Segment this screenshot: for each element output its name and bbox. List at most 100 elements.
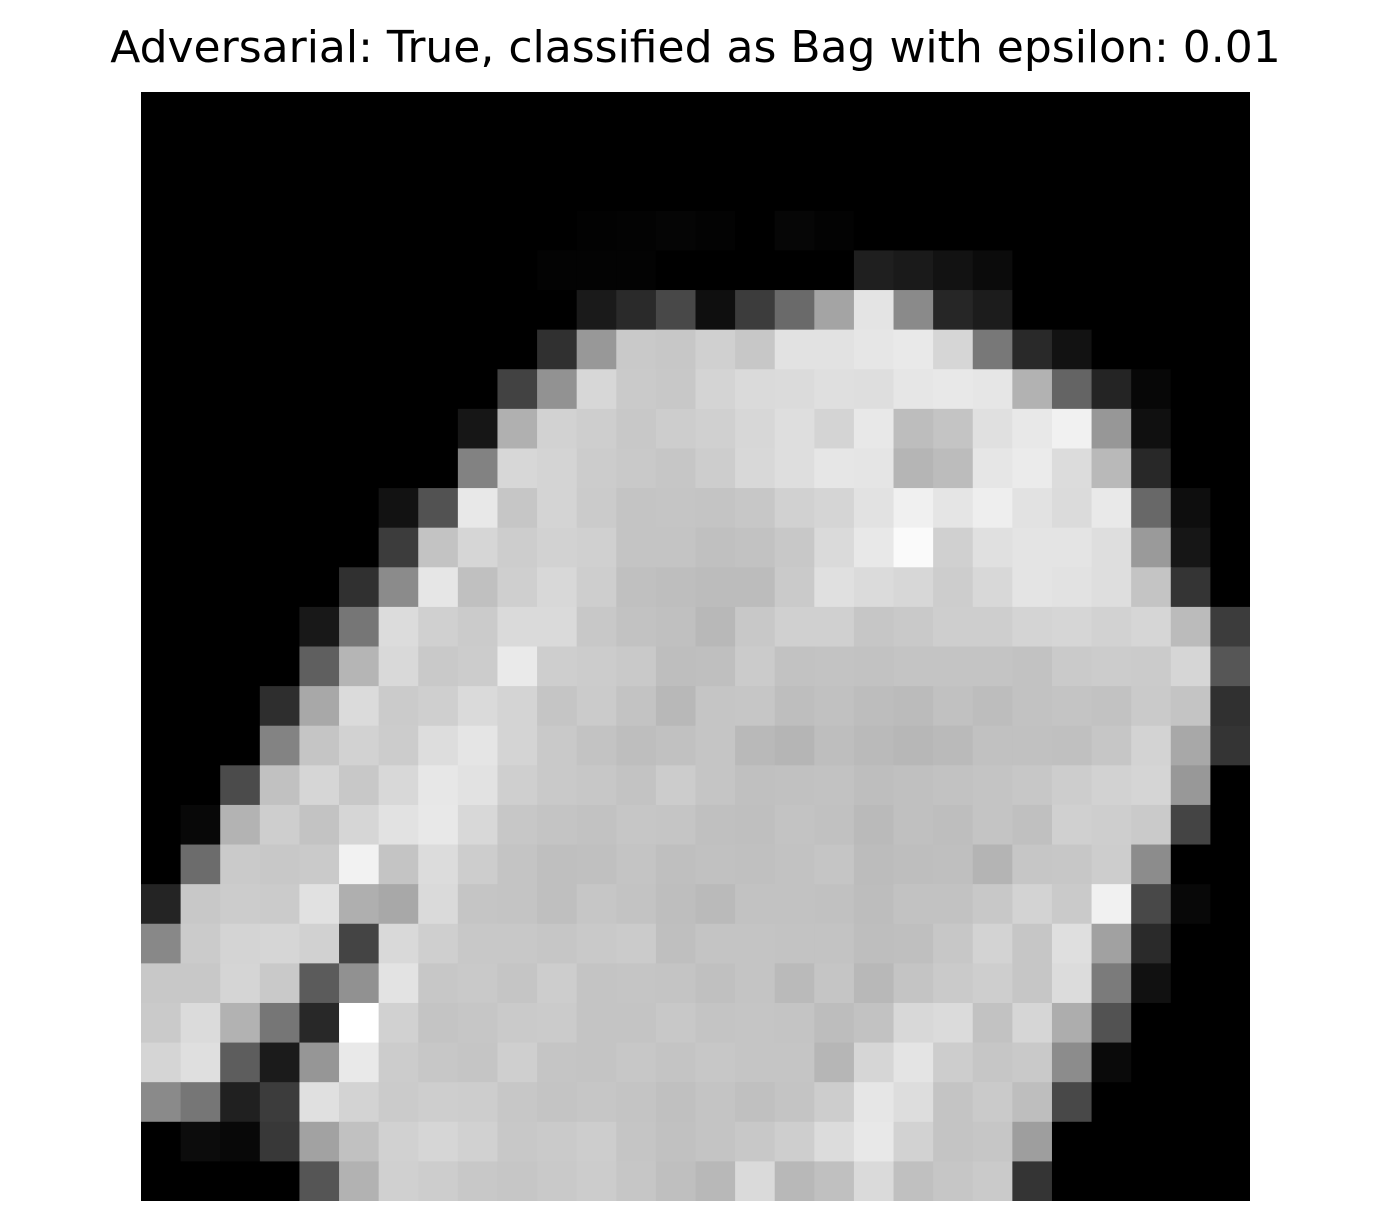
heatmap-cell	[1171, 963, 1211, 1003]
heatmap-cell	[181, 448, 221, 488]
heatmap-cell	[656, 726, 696, 766]
heatmap-cell	[933, 132, 973, 172]
heatmap-cell	[299, 884, 339, 924]
heatmap-cell	[696, 171, 736, 211]
heatmap-cell	[1052, 805, 1092, 845]
heatmap-cell	[418, 290, 458, 330]
heatmap-cell	[379, 884, 419, 924]
heatmap-cell	[735, 924, 775, 964]
heatmap-cell	[933, 805, 973, 845]
heatmap-cell	[696, 448, 736, 488]
heatmap-cell	[616, 1122, 656, 1162]
heatmap-cell	[220, 726, 260, 766]
heatmap-cell	[814, 1122, 854, 1162]
heatmap-cell	[854, 132, 894, 172]
heatmap-cell	[1131, 1003, 1171, 1043]
heatmap-cell	[656, 805, 696, 845]
heatmap-cell	[141, 686, 181, 726]
heatmap-cell	[577, 924, 617, 964]
heatmap-cell	[577, 250, 617, 290]
heatmap-cell	[141, 369, 181, 409]
heatmap-cell	[537, 1122, 577, 1162]
heatmap-cell	[894, 845, 934, 885]
heatmap-cell	[458, 726, 498, 766]
heatmap-cell	[656, 686, 696, 726]
heatmap-cell	[696, 726, 736, 766]
heatmap-cell	[299, 290, 339, 330]
heatmap-cell	[418, 1122, 458, 1162]
heatmap-cell	[379, 924, 419, 964]
heatmap-cell	[1171, 369, 1211, 409]
heatmap-cell	[656, 1082, 696, 1122]
heatmap-cell	[339, 567, 379, 607]
heatmap-cell	[379, 290, 419, 330]
heatmap-cell	[854, 884, 894, 924]
heatmap-cell	[854, 726, 894, 766]
heatmap-cell	[775, 1043, 815, 1083]
heatmap-cell	[1012, 171, 1052, 211]
heatmap-cell	[497, 1161, 537, 1201]
heatmap-cell	[933, 448, 973, 488]
heatmap-cell	[141, 1122, 181, 1162]
heatmap-cell	[894, 409, 934, 449]
heatmap-cell	[458, 1043, 498, 1083]
heatmap-cell	[616, 647, 656, 687]
heatmap-cell	[616, 290, 656, 330]
heatmap-cell	[814, 1043, 854, 1083]
heatmap-cell	[577, 726, 617, 766]
heatmap-cell	[418, 211, 458, 251]
heatmap-cell	[1052, 409, 1092, 449]
heatmap-cell	[656, 924, 696, 964]
heatmap-cell	[973, 805, 1013, 845]
heatmap-cell	[260, 607, 300, 647]
heatmap-cell	[339, 132, 379, 172]
heatmap-cell	[339, 1003, 379, 1043]
heatmap-cell	[181, 607, 221, 647]
heatmap-cell	[418, 686, 458, 726]
heatmap-cell	[1052, 528, 1092, 568]
heatmap-cell	[379, 963, 419, 1003]
heatmap-cell	[1210, 250, 1250, 290]
heatmap-cell	[537, 607, 577, 647]
heatmap-cell	[220, 963, 260, 1003]
heatmap-cell	[656, 92, 696, 132]
heatmap-cell	[220, 369, 260, 409]
heatmap-cell	[1210, 884, 1250, 924]
heatmap-cell	[537, 845, 577, 885]
heatmap-cell	[1171, 92, 1211, 132]
heatmap-cell	[973, 92, 1013, 132]
heatmap-cell	[696, 1043, 736, 1083]
heatmap-cell	[418, 1003, 458, 1043]
heatmap-cell	[894, 448, 934, 488]
heatmap-cell	[181, 290, 221, 330]
heatmap-cell	[141, 1043, 181, 1083]
heatmap-cell	[656, 171, 696, 211]
heatmap-cell	[260, 765, 300, 805]
heatmap-cell	[735, 805, 775, 845]
heatmap-cell	[220, 607, 260, 647]
heatmap-cell	[220, 924, 260, 964]
heatmap-cell	[220, 290, 260, 330]
heatmap-cell	[181, 805, 221, 845]
heatmap-cell	[260, 409, 300, 449]
heatmap-cell	[537, 132, 577, 172]
heatmap-cell	[339, 330, 379, 370]
heatmap-cell	[814, 1082, 854, 1122]
heatmap-cell	[577, 884, 617, 924]
heatmap-cell	[537, 488, 577, 528]
heatmap-cell	[577, 409, 617, 449]
heatmap-cell	[735, 1082, 775, 1122]
heatmap-cell	[379, 765, 419, 805]
heatmap-cell	[1210, 409, 1250, 449]
heatmap-cell	[696, 647, 736, 687]
heatmap-cell	[1012, 924, 1052, 964]
heatmap-cell	[814, 963, 854, 1003]
heatmap-cell	[379, 171, 419, 211]
heatmap-cell	[1052, 845, 1092, 885]
heatmap-cell	[1092, 132, 1132, 172]
heatmap-cell	[933, 409, 973, 449]
heatmap-cell	[854, 250, 894, 290]
heatmap-cell	[1052, 1082, 1092, 1122]
heatmap-cell	[1131, 330, 1171, 370]
heatmap-cell	[1012, 369, 1052, 409]
